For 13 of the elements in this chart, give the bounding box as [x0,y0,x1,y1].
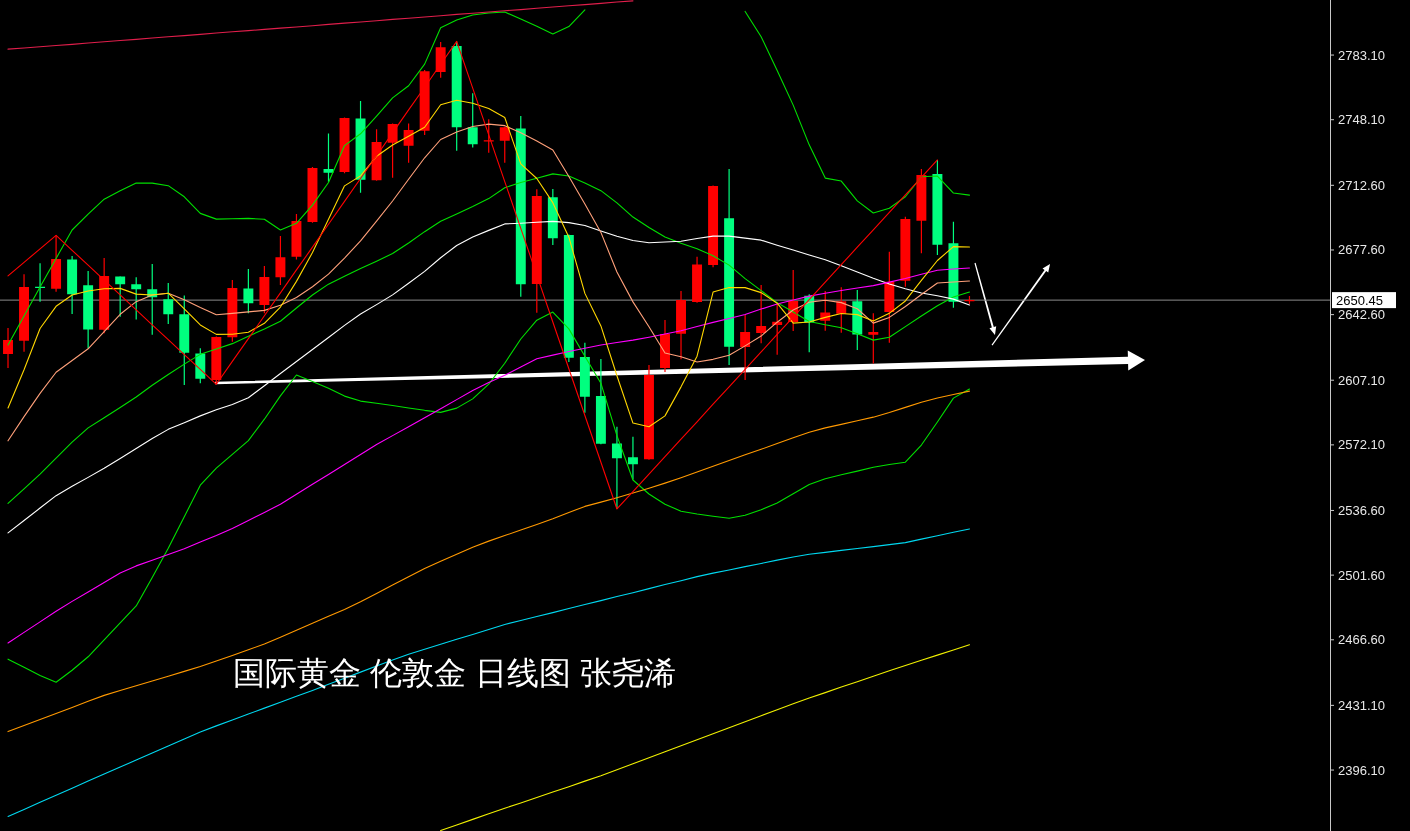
y-tick-label: 2712.60 [1338,177,1385,193]
y-tick-label: 2642.60 [1338,307,1385,323]
y-tick-label: 2466.60 [1338,632,1385,648]
y-tick-label: 2607.10 [1338,372,1385,388]
y-tick-label: 2677.60 [1338,242,1385,258]
ref-line-label: 2650.45 [1336,292,1383,308]
y-tick-label: 2536.60 [1338,502,1385,518]
y-tick-label: 2396.10 [1338,762,1385,778]
y-tick-label: 2783.10 [1338,47,1385,63]
y-tick-label: 2572.10 [1338,437,1385,453]
y-tick-label: 2748.10 [1338,112,1385,128]
y-tick-label: 2501.60 [1338,567,1385,583]
y-tick-label: 2431.10 [1338,697,1385,713]
